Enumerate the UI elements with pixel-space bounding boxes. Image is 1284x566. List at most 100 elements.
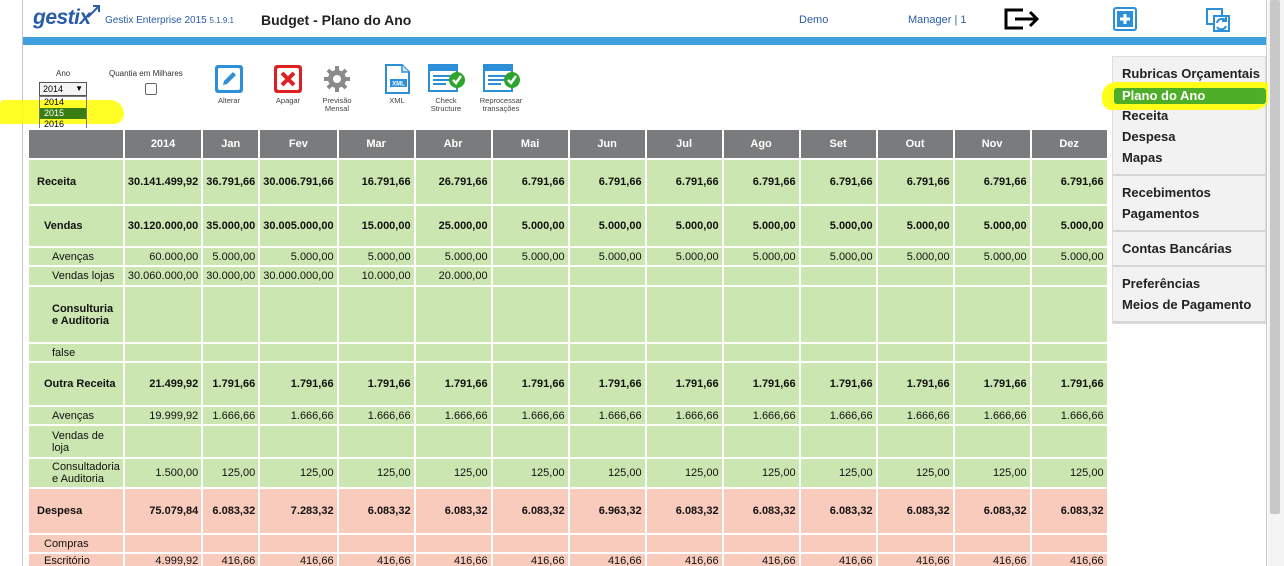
table-cell[interactable]: 416,66 bbox=[490, 552, 570, 566]
logout-icon[interactable] bbox=[1003, 6, 1041, 32]
table-cell[interactable] bbox=[567, 265, 647, 287]
table-cell[interactable]: 30.000,00 bbox=[201, 265, 261, 287]
table-cell[interactable]: 1.791,66 bbox=[413, 361, 493, 407]
table-cell[interactable]: 416,66 bbox=[336, 552, 416, 566]
table-cell[interactable]: 1.666,66 bbox=[644, 405, 724, 426]
table-cell[interactable] bbox=[721, 265, 801, 287]
table-cell[interactable]: 5.000,00 bbox=[490, 204, 570, 248]
table-cell[interactable] bbox=[122, 285, 204, 344]
table-cell[interactable]: 125,00 bbox=[413, 457, 493, 489]
table-cell[interactable]: 1.791,66 bbox=[952, 361, 1032, 407]
table-cell[interactable]: 6.083,32 bbox=[490, 487, 570, 535]
table-cell[interactable]: 1.791,66 bbox=[336, 361, 416, 407]
table-cell[interactable]: 125,00 bbox=[490, 457, 570, 489]
table-cell[interactable]: 1.791,66 bbox=[1029, 361, 1109, 407]
table-cell[interactable] bbox=[875, 533, 955, 554]
table-cell[interactable]: 5.000,00 bbox=[1029, 204, 1109, 248]
table-cell[interactable] bbox=[798, 342, 878, 363]
table-cell[interactable]: 1.666,66 bbox=[875, 405, 955, 426]
table-cell[interactable]: 1.666,66 bbox=[336, 405, 416, 426]
table-cell[interactable] bbox=[1029, 342, 1109, 363]
check-structure-button[interactable]: Check Structure bbox=[425, 64, 467, 113]
table-cell[interactable]: 416,66 bbox=[1029, 552, 1109, 566]
scrollbar-thumb[interactable] bbox=[1270, 0, 1280, 514]
thousands-checkbox[interactable] bbox=[145, 83, 157, 95]
company-name[interactable]: Demo bbox=[799, 14, 829, 26]
table-cell[interactable] bbox=[875, 265, 955, 287]
add-new-icon[interactable] bbox=[1113, 7, 1137, 31]
table-cell[interactable] bbox=[721, 342, 801, 363]
table-cell[interactable]: 6.791,66 bbox=[1029, 158, 1109, 206]
table-cell[interactable]: 125,00 bbox=[644, 457, 724, 489]
table-cell[interactable]: 5.000,00 bbox=[567, 246, 647, 267]
table-row[interactable]: Consulturia e Auditoria bbox=[27, 285, 1109, 344]
table-cell[interactable]: 5.000,00 bbox=[952, 204, 1032, 248]
table-cell[interactable] bbox=[952, 285, 1032, 344]
table-cell[interactable]: 6.791,66 bbox=[644, 158, 724, 206]
table-cell[interactable]: 7.283,32 bbox=[258, 487, 339, 535]
table-cell[interactable] bbox=[336, 533, 416, 554]
table-cell[interactable] bbox=[567, 424, 647, 459]
table-cell[interactable]: 1.666,66 bbox=[258, 405, 339, 426]
table-row[interactable]: Vendas de loja bbox=[27, 424, 1109, 459]
table-cell[interactable] bbox=[644, 533, 724, 554]
menu-item[interactable]: Recebimentos bbox=[1122, 185, 1211, 200]
table-cell[interactable] bbox=[952, 533, 1032, 554]
xml-button[interactable]: XML XML bbox=[380, 64, 414, 105]
table-cell[interactable]: 416,66 bbox=[798, 552, 878, 566]
table-cell[interactable]: 125,00 bbox=[798, 457, 878, 489]
table-cell[interactable]: 5.000,00 bbox=[721, 204, 801, 248]
table-cell[interactable]: 25.000,00 bbox=[413, 204, 493, 248]
table-cell[interactable]: 5.000,00 bbox=[336, 246, 416, 267]
table-row[interactable]: Compras bbox=[27, 533, 1109, 554]
table-cell[interactable] bbox=[875, 342, 955, 363]
table-cell[interactable]: 125,00 bbox=[201, 457, 261, 489]
table-cell[interactable]: 30.000.000,00 bbox=[258, 265, 339, 287]
table-cell[interactable]: 16.791,66 bbox=[336, 158, 416, 206]
table-cell[interactable]: 416,66 bbox=[567, 552, 647, 566]
table-cell[interactable]: 5.000,00 bbox=[798, 246, 878, 267]
table-cell[interactable]: 5.000,00 bbox=[721, 246, 801, 267]
table-cell[interactable]: 6.083,32 bbox=[721, 487, 801, 535]
table-cell[interactable]: 30.006.791,66 bbox=[258, 158, 339, 206]
monthly-forecast-button[interactable]: Previsão Mensal bbox=[316, 64, 358, 113]
table-cell[interactable] bbox=[798, 424, 878, 459]
table-cell[interactable]: 5.000,00 bbox=[644, 246, 724, 267]
table-cell[interactable] bbox=[201, 285, 261, 344]
table-cell[interactable] bbox=[798, 285, 878, 344]
table-cell[interactable] bbox=[258, 533, 339, 554]
user-name[interactable]: Manager | 1 bbox=[908, 14, 967, 26]
table-cell[interactable] bbox=[258, 424, 339, 459]
table-cell[interactable] bbox=[201, 424, 261, 459]
table-cell[interactable] bbox=[490, 424, 570, 459]
table-cell[interactable]: 1.791,66 bbox=[798, 361, 878, 407]
table-cell[interactable]: 75.079,84 bbox=[122, 487, 204, 535]
table-cell[interactable]: 1.791,66 bbox=[201, 361, 261, 407]
table-cell[interactable] bbox=[644, 285, 724, 344]
table-cell[interactable]: 5.000,00 bbox=[952, 246, 1032, 267]
table-cell[interactable]: 1.666,66 bbox=[1029, 405, 1109, 426]
table-cell[interactable]: 1.666,66 bbox=[201, 405, 261, 426]
table-cell[interactable] bbox=[336, 342, 416, 363]
table-row[interactable]: Receita 30.141.499,92 36.791,66 30.006.791,… bbox=[27, 158, 1109, 206]
reprocess-button[interactable]: Reprocessar transações bbox=[475, 64, 527, 113]
table-cell[interactable]: 6.083,32 bbox=[201, 487, 261, 535]
table-cell[interactable]: 30.120.000,00 bbox=[122, 204, 204, 248]
table-cell[interactable] bbox=[201, 533, 261, 554]
table-cell[interactable]: 1.666,66 bbox=[490, 405, 570, 426]
table-cell[interactable]: 15.000,00 bbox=[336, 204, 416, 248]
table-cell[interactable]: 416,66 bbox=[952, 552, 1032, 566]
table-cell[interactable]: 6.791,66 bbox=[875, 158, 955, 206]
table-cell[interactable]: 125,00 bbox=[952, 457, 1032, 489]
table-cell[interactable] bbox=[201, 342, 261, 363]
table-cell[interactable] bbox=[122, 424, 204, 459]
table-cell[interactable]: 416,66 bbox=[644, 552, 724, 566]
table-cell[interactable]: 416,66 bbox=[413, 552, 493, 566]
table-cell[interactable] bbox=[952, 265, 1032, 287]
table-cell[interactable]: 36.791,66 bbox=[201, 158, 261, 206]
table-cell[interactable]: 6.083,32 bbox=[413, 487, 493, 535]
menu-item[interactable]: Pagamentos bbox=[1122, 206, 1200, 221]
table-cell[interactable]: 1.666,66 bbox=[567, 405, 647, 426]
year-select[interactable]: 2014 ▼ bbox=[39, 82, 87, 96]
table-cell[interactable]: 416,66 bbox=[721, 552, 801, 566]
